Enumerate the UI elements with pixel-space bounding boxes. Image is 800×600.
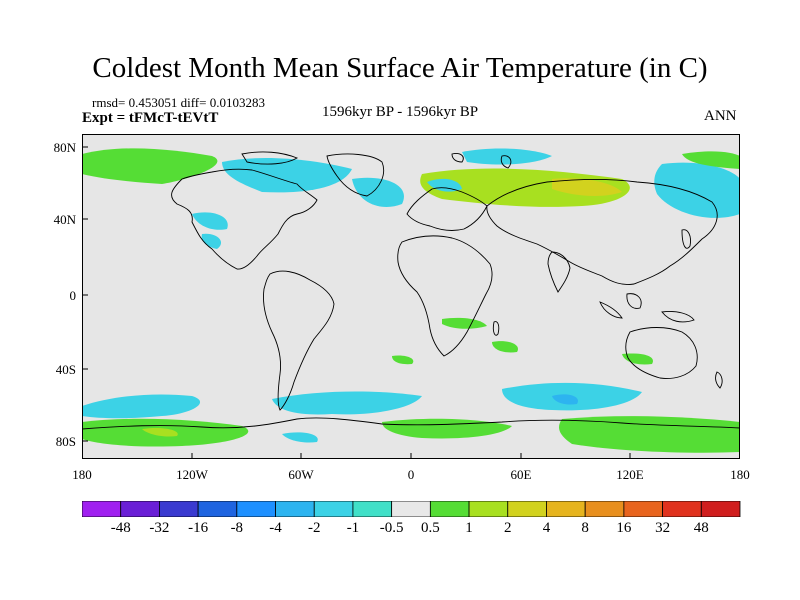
arctic-cyan-patch [222, 158, 352, 193]
colorbar-label: 2 [504, 520, 512, 536]
colorbar-label: -1 [346, 520, 360, 536]
colorbar-label: 1 [465, 520, 473, 536]
colorbar-label: -0.5 [379, 520, 404, 536]
colorbar-swatch [352, 501, 393, 517]
colorbar-swatch [623, 501, 663, 517]
colorbar-swatch [546, 501, 586, 517]
colorbar-swatch [197, 501, 238, 517]
sumatra-coast [599, 301, 623, 319]
south-america-coast [263, 270, 335, 411]
greenland-coast [326, 153, 385, 197]
map-ticks [82, 146, 631, 459]
eurasia-positive [420, 168, 630, 207]
colorbar-swatch [429, 501, 470, 517]
antarctic-mid-yellow [142, 427, 178, 437]
siberia-mid [552, 178, 622, 196]
asia-coast [486, 178, 718, 285]
antarctic-cyan-patch [282, 432, 318, 443]
stats-label: rmsd= 0.453051 diff= 0.0103283 [92, 95, 265, 110]
australia-green [622, 353, 653, 365]
antarctic-green-mid [382, 418, 512, 439]
colorbar-swatch [662, 501, 702, 517]
indian-ocean-green [492, 341, 518, 353]
asia-east-cyan [654, 162, 740, 218]
lat-tick: 80N [53, 140, 76, 155]
colorbar-swatch [82, 501, 122, 517]
borneo-coast [626, 293, 642, 309]
colorbar-swatch [275, 501, 315, 517]
greenland-cyan [352, 177, 404, 207]
arctic-islands-coast [241, 151, 299, 165]
south-atlantic-green [392, 355, 414, 365]
new-zealand-coast [715, 371, 723, 389]
india-coast [547, 251, 571, 293]
lon-tick: 60W [288, 467, 314, 482]
novaya-zemlya-coast [500, 155, 512, 169]
colorbar [82, 501, 741, 517]
anomaly-shading [82, 148, 740, 453]
lon-tick: 0 [407, 467, 415, 482]
africa-south-green [442, 317, 487, 329]
madagascar-coast [492, 321, 500, 336]
colorbar-label: 4 [542, 520, 551, 536]
na-cyan-1 [192, 212, 228, 230]
colorbar-swatch [584, 501, 625, 517]
svalbard-coast [451, 153, 464, 163]
colorbar-swatch [507, 501, 547, 517]
southern-ocean-cyan-west [82, 394, 201, 419]
lat-tick: 0 [69, 288, 77, 303]
season-label: ANN [704, 108, 737, 124]
arctic-cyan-north [462, 148, 552, 165]
new-guinea-coast [661, 311, 695, 323]
map-title: Coldest Month Mean Surface Air Temperatu… [92, 52, 708, 84]
colorbar-label: -32 [149, 520, 170, 536]
colorbar-swatch [159, 501, 199, 517]
lon-tick: 120W [176, 467, 208, 482]
lat-tick: 40N [53, 212, 76, 227]
pacific-north-positive [682, 151, 740, 169]
lat-tick: 80S [55, 434, 76, 449]
colorbar-swatch [236, 501, 276, 517]
mexico-cyan [201, 233, 222, 249]
lon-tick: 180 [72, 467, 92, 482]
lat-tick: 40S [55, 362, 76, 377]
experiment-label: Expt = tFMcT-tEVtT [82, 110, 219, 126]
colorbar-label: 48 [693, 520, 709, 536]
colorbar-label: -4 [269, 520, 282, 536]
africa-coast [397, 235, 493, 357]
coastlines [82, 151, 740, 430]
colorbar-label: 16 [616, 520, 632, 536]
antarctica-coast [82, 417, 740, 430]
north-america-coast [171, 168, 318, 270]
colorbar-label: 32 [655, 520, 671, 536]
lon-tick: 120E [616, 467, 644, 482]
colorbar-swatch [313, 501, 354, 517]
lon-tick: 60E [510, 467, 532, 482]
colorbar-swatch [391, 501, 431, 517]
arctic-positive-patch [82, 148, 218, 184]
colorbar-label: -16 [188, 520, 209, 536]
colorbar-swatch [468, 501, 509, 517]
period-label: 1596kyr BP - 1596kyr BP [322, 104, 479, 120]
australia-coast [625, 327, 698, 379]
colorbar-swatch [700, 501, 741, 517]
colorbar-label: -48 [110, 520, 131, 536]
southern-ocean-blue [552, 394, 578, 405]
world-map [82, 134, 740, 459]
colorbar-label: 0.5 [420, 520, 440, 536]
southern-ocean-cyan-mid [272, 391, 422, 415]
antarctic-green-east [559, 416, 740, 453]
colorbar-swatch [120, 501, 160, 517]
colorbar-label: -2 [307, 520, 321, 536]
colorbar-label: -8 [230, 520, 244, 536]
lon-tick: 180 [730, 467, 750, 482]
japan-coast [681, 229, 691, 249]
colorbar-label: 8 [581, 520, 589, 536]
